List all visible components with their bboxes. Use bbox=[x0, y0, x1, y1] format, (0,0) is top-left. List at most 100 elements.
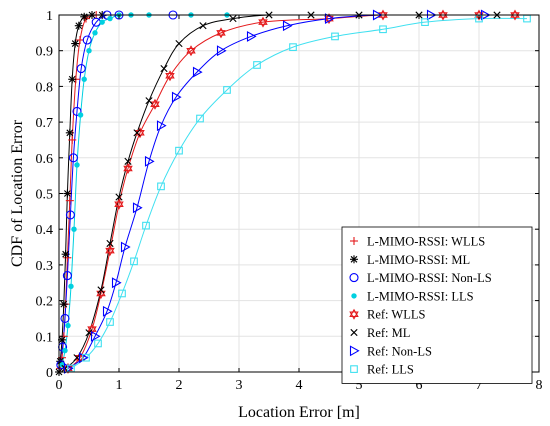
legend-label: Ref: Non-LS bbox=[367, 344, 432, 358]
data-point bbox=[97, 286, 105, 294]
data-point bbox=[379, 25, 387, 34]
data-point bbox=[63, 253, 72, 262]
data-point bbox=[87, 323, 97, 335]
data-point bbox=[77, 112, 84, 118]
legend-label: L-MIMO-RSSI: WLLS bbox=[367, 235, 485, 249]
data-point bbox=[71, 39, 80, 48]
data-point bbox=[74, 21, 83, 30]
data-point bbox=[72, 106, 82, 116]
data-point bbox=[132, 202, 143, 214]
data-point bbox=[65, 128, 74, 137]
data-point bbox=[61, 250, 70, 259]
data-point bbox=[216, 45, 227, 57]
data-point bbox=[120, 241, 131, 253]
legend-label: Ref: ML bbox=[367, 326, 410, 340]
x-tick-label: 2 bbox=[176, 378, 183, 393]
legend-label: L-MIMO-RSSI: Non-LS bbox=[367, 271, 492, 285]
data-point bbox=[60, 313, 70, 324]
y-tick-label: 0.3 bbox=[36, 259, 54, 274]
y-tick-label: 0.1 bbox=[36, 330, 54, 345]
data-point bbox=[124, 157, 132, 165]
data-point bbox=[118, 289, 126, 298]
y-tick-label: 0.8 bbox=[36, 80, 54, 95]
legend: L-MIMO-RSSI: WLLS L-MIMO-RSSI: ML L-MIMO-R… bbox=[341, 226, 533, 384]
data-point bbox=[82, 35, 92, 45]
data-point bbox=[378, 9, 388, 21]
data-point bbox=[133, 129, 141, 137]
legend-item: L-MIMO-RSSI: WLLS bbox=[350, 235, 485, 249]
data-point bbox=[59, 300, 68, 309]
data-point bbox=[130, 257, 138, 266]
data-point bbox=[114, 198, 124, 210]
data-point bbox=[145, 97, 153, 105]
data-point bbox=[90, 330, 101, 342]
data-point bbox=[107, 15, 113, 22]
data-point bbox=[123, 163, 133, 175]
y-tick-label: 0.5 bbox=[36, 188, 54, 203]
legend-label: L-MIMO-RSSI: LLS bbox=[367, 289, 474, 303]
data-point bbox=[160, 64, 168, 73]
x-tick-label: 8 bbox=[536, 378, 543, 393]
data-point bbox=[331, 32, 339, 41]
data-point bbox=[74, 162, 80, 168]
data-point bbox=[81, 76, 87, 82]
y-axis-label: CDF of Location Error bbox=[9, 119, 26, 267]
y-tick-label: 0.7 bbox=[36, 116, 54, 131]
data-point bbox=[63, 362, 74, 374]
data-point bbox=[165, 70, 175, 82]
legend-item: L-MIMO-RSSI: ML bbox=[350, 253, 470, 267]
y-tick-label: 0 bbox=[46, 366, 53, 381]
data-point bbox=[105, 245, 115, 257]
data-point bbox=[350, 255, 358, 264]
data-point bbox=[350, 328, 358, 337]
data-point bbox=[68, 283, 74, 290]
data-point bbox=[421, 18, 429, 26]
y-tick-label: 0.4 bbox=[36, 223, 54, 238]
data-point bbox=[111, 277, 122, 289]
y-axis-ticks: 0 0.1 0.2 0.3 0.4 0.5 0.6 0.7 0.8 0.9 1 bbox=[36, 9, 539, 381]
data-point bbox=[350, 237, 358, 245]
legend-item: Ref: LLS bbox=[350, 363, 414, 377]
y-tick-label: 1 bbox=[46, 9, 53, 24]
data-point bbox=[62, 271, 72, 281]
series-markers-6 bbox=[63, 9, 491, 374]
data-point bbox=[510, 9, 520, 21]
data-point bbox=[282, 20, 293, 32]
data-point bbox=[229, 14, 237, 23]
data-point bbox=[192, 66, 203, 78]
data-point bbox=[144, 155, 155, 167]
data-point bbox=[63, 189, 72, 198]
data-point bbox=[106, 318, 114, 326]
data-point bbox=[76, 64, 86, 74]
data-point bbox=[150, 98, 160, 110]
legend-label: Ref: WLLS bbox=[367, 308, 425, 322]
data-point bbox=[71, 226, 77, 232]
data-point bbox=[349, 273, 359, 283]
data-point bbox=[349, 345, 360, 357]
data-point bbox=[349, 308, 359, 320]
data-point bbox=[324, 13, 335, 25]
data-point bbox=[171, 91, 182, 103]
data-point bbox=[196, 114, 204, 123]
data-point bbox=[94, 339, 102, 348]
data-point bbox=[157, 182, 165, 191]
series-markers bbox=[55, 9, 531, 376]
legend-box bbox=[341, 226, 533, 384]
data-point bbox=[68, 153, 78, 163]
data-point bbox=[142, 221, 150, 230]
legend-item: Ref: Non-LS bbox=[349, 344, 432, 358]
series-markers-3 bbox=[59, 12, 230, 368]
y-tick-label: 0.2 bbox=[36, 295, 54, 310]
series-line bbox=[67, 14, 539, 369]
data-point bbox=[65, 322, 71, 329]
x-tick-label: 6 bbox=[416, 378, 423, 393]
data-point bbox=[175, 39, 183, 48]
data-point bbox=[62, 347, 68, 354]
x-tick-label: 7 bbox=[476, 378, 483, 393]
data-point bbox=[78, 352, 89, 364]
data-point bbox=[350, 365, 358, 373]
x-axis-label: Location Error [m] bbox=[238, 404, 360, 421]
x-tick-label: 3 bbox=[236, 378, 243, 393]
data-point bbox=[175, 146, 183, 155]
data-point bbox=[68, 135, 77, 144]
